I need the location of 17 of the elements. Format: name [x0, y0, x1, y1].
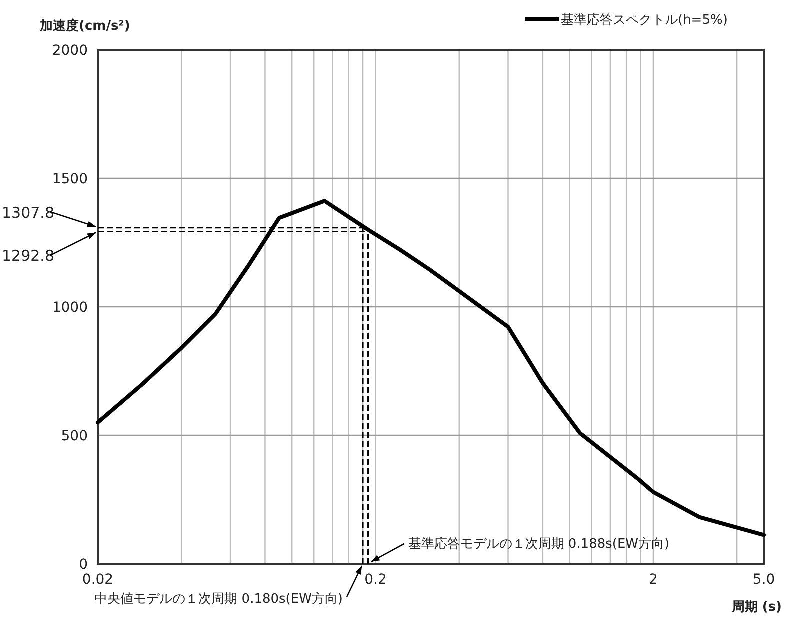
x-tick-label: 2 [649, 572, 658, 588]
x-tick-label: 0.2 [364, 572, 387, 588]
y-tick-label: 2000 [52, 43, 88, 59]
legend-label: 基準応答スペクトル(h=5%) [561, 12, 728, 28]
x-axis-title: 周期 (s) [730, 600, 782, 615]
ref-line-label: 1292.8 [2, 246, 54, 265]
x-tick-label: 0.02 [82, 572, 114, 588]
y-tick-label: 1000 [52, 300, 88, 316]
y-tick-label: 0 [79, 557, 88, 573]
ref-line-label: 中央値モデルの１次周期 0.180s(EW方向) [94, 591, 344, 607]
y-tick-label: 500 [61, 428, 88, 444]
ref-line-label: 1307.8 [2, 204, 54, 222]
y-tick-label: 1500 [52, 172, 88, 188]
x-tick-label: 5.0 [752, 572, 776, 588]
y-axis-title: 加速度(cm/s²) [39, 18, 130, 34]
legend: 基準応答スペクトル(h=5%) [525, 13, 728, 28]
ref-line-label: 基準応答モデルの１次周期 0.188s(EW方向) [408, 536, 670, 552]
